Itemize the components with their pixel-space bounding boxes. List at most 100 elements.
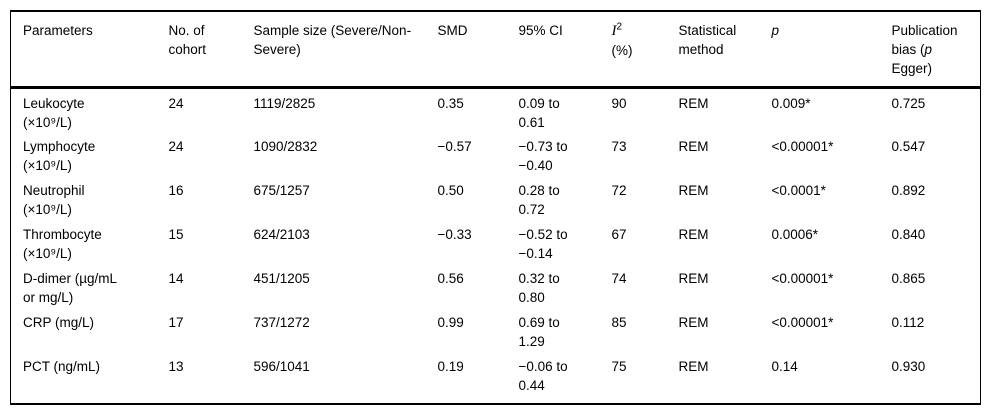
cell-parameter: Neutrophil (×10⁹/L)	[11, 176, 169, 220]
table-row-leukocyte: Leukocyte (×10⁹/L) 24 1119/2825 0.35 0.0…	[11, 88, 981, 133]
col-header-method: Statistical method	[678, 11, 772, 89]
ci-line-2: 0.80	[518, 290, 545, 305]
cell-cohort: 14	[168, 271, 184, 286]
cell-cohort: 17	[168, 315, 184, 330]
ci-line-1: −0.73 to	[518, 139, 568, 154]
table-row-pct: PCT (ng/mL) 13 596/1041 0.19 −0.06 to 0.…	[11, 352, 981, 404]
ci-line-2: 0.61	[518, 115, 545, 130]
cell-method: REM	[678, 183, 709, 198]
cell-i2: 72	[611, 183, 627, 198]
cell-ci: 0.69 to 1.29	[519, 308, 612, 352]
cell-parameter: D-dimer (µg/mL or mg/L)	[11, 264, 169, 308]
col-header-p-label: p	[771, 23, 780, 38]
col-header-pub-bias: Publication bias (p Egger)	[891, 11, 981, 89]
i2-superscript: 2	[616, 21, 623, 33]
cell-i2: 73	[611, 139, 627, 154]
cell-i2: 74	[611, 271, 627, 286]
cell-sample-size: 596/1041	[253, 359, 310, 374]
cell-parameter: CRP (mg/L)	[11, 308, 169, 352]
pub-bias-text-after: Egger)	[891, 61, 933, 76]
cell-sample-size: 451/1205	[253, 271, 310, 286]
i2-symbol: I	[611, 23, 617, 39]
cell-p: <0.00001*	[771, 271, 834, 286]
cell-method: REM	[678, 227, 709, 242]
i2-unit: (%)	[611, 43, 633, 58]
cell-pub-bias: 0.930	[891, 359, 926, 374]
pub-bias-text-before: Publication bias (	[891, 23, 958, 57]
table-row-crp: CRP (mg/L) 17 737/1272 0.99 0.69 to 1.29…	[11, 308, 981, 352]
parameter-label: Neutrophil (×10⁹/L)	[23, 183, 85, 217]
ci-line-2: −0.40	[518, 158, 553, 173]
col-header-parameters: Parameters	[10, 11, 169, 89]
cell-smd: 0.50	[437, 183, 464, 198]
ci-line-2: 1.29	[518, 334, 545, 349]
cell-p: <0.0001*	[771, 183, 826, 198]
cell-ci: 0.28 to 0.72	[519, 176, 612, 220]
col-header-cohort: No. of cohort	[168, 11, 254, 89]
col-header-smd: SMD	[437, 11, 519, 89]
parameter-label: Leukocyte (×10⁹/L)	[23, 96, 85, 130]
cell-ci: −0.06 to 0.44	[519, 352, 612, 404]
cell-method: REM	[678, 271, 709, 286]
cell-pub-bias: 0.892	[891, 183, 926, 198]
cell-i2: 75	[611, 359, 627, 374]
col-header-ci: 95% CI	[518, 11, 612, 89]
parameter-label: Thrombocyte (×10⁹/L)	[23, 227, 102, 261]
ci-line-1: 0.69 to	[518, 315, 560, 330]
header-row: Parameters No. of cohort Sample size (Se…	[10, 11, 981, 89]
i2-symbol-line: I2	[612, 21, 675, 41]
col-header-ci-label: 95% CI	[518, 23, 563, 38]
col-header-p: p	[771, 11, 892, 89]
cell-smd: −0.57	[437, 139, 472, 154]
cell-pub-bias: 0.865	[891, 271, 926, 286]
ci-line-1: 0.09 to	[518, 96, 560, 111]
cell-sample-size: 1090/2832	[253, 139, 318, 154]
cell-method: REM	[678, 96, 709, 111]
cell-i2: 67	[611, 227, 627, 242]
table-row-neutrophil: Neutrophil (×10⁹/L) 16 675/1257 0.50 0.2…	[11, 176, 981, 220]
cell-parameter: Lymphocyte (×10⁹/L)	[11, 132, 169, 176]
cell-sample-size: 737/1272	[253, 315, 310, 330]
table-row-d-dimer: D-dimer (µg/mL or mg/L) 14 451/1205 0.56…	[11, 264, 981, 308]
cell-method: REM	[678, 315, 709, 330]
cell-smd: −0.33	[437, 227, 472, 242]
ci-line-2: 0.44	[518, 378, 545, 393]
cell-parameter: PCT (ng/mL)	[11, 352, 169, 404]
col-header-cohort-label: No. of cohort	[168, 23, 207, 57]
parameter-label: D-dimer (µg/mL or mg/L)	[23, 271, 117, 305]
col-header-method-label: Statistical method	[678, 23, 737, 57]
cell-sample-size: 1119/2825	[253, 96, 316, 111]
cell-method: REM	[678, 359, 709, 374]
cell-p: <0.00001*	[771, 139, 834, 154]
ci-line-2: −0.14	[518, 246, 553, 261]
cell-smd: 0.56	[437, 271, 464, 286]
cell-sample-size: 624/2103	[253, 227, 310, 242]
ci-line-1: −0.06 to	[518, 359, 568, 374]
cell-ci: −0.73 to −0.40	[519, 132, 612, 176]
cell-pub-bias: 0.547	[891, 139, 926, 154]
cell-ci: 0.32 to 0.80	[519, 264, 612, 308]
cell-smd: 0.35	[437, 96, 464, 111]
parameter-label: PCT (ng/mL)	[23, 359, 101, 374]
meta-analysis-table: Parameters No. of cohort Sample size (Se…	[10, 10, 981, 405]
table-row-thrombocyte: Thrombocyte (×10⁹/L) 15 624/2103 −0.33 −…	[11, 220, 981, 264]
cell-i2: 85	[611, 315, 627, 330]
col-header-pub-bias-label: Publication bias (p Egger)	[892, 21, 972, 78]
cell-smd: 0.19	[437, 359, 464, 374]
cell-ci: −0.52 to −0.14	[519, 220, 612, 264]
cell-parameter: Leukocyte (×10⁹/L)	[11, 88, 169, 133]
cell-i2: 90	[611, 96, 627, 111]
cell-method: REM	[678, 139, 709, 154]
col-header-parameters-label: Parameters	[23, 23, 93, 38]
cell-smd: 0.99	[437, 315, 464, 330]
cell-sample-size: 675/1257	[253, 183, 310, 198]
cell-p: 0.0006*	[771, 227, 819, 242]
cell-cohort: 16	[168, 183, 184, 198]
cell-cohort: 24	[168, 96, 184, 111]
col-header-sample-size: Sample size (Severe/Non-Severe)	[253, 11, 438, 89]
cell-cohort: 24	[168, 139, 184, 154]
ci-line-1: 0.32 to	[518, 271, 560, 286]
col-header-sample-size-label: Sample size (Severe/Non-Severe)	[253, 23, 412, 57]
cell-ci: 0.09 to 0.61	[519, 88, 612, 133]
